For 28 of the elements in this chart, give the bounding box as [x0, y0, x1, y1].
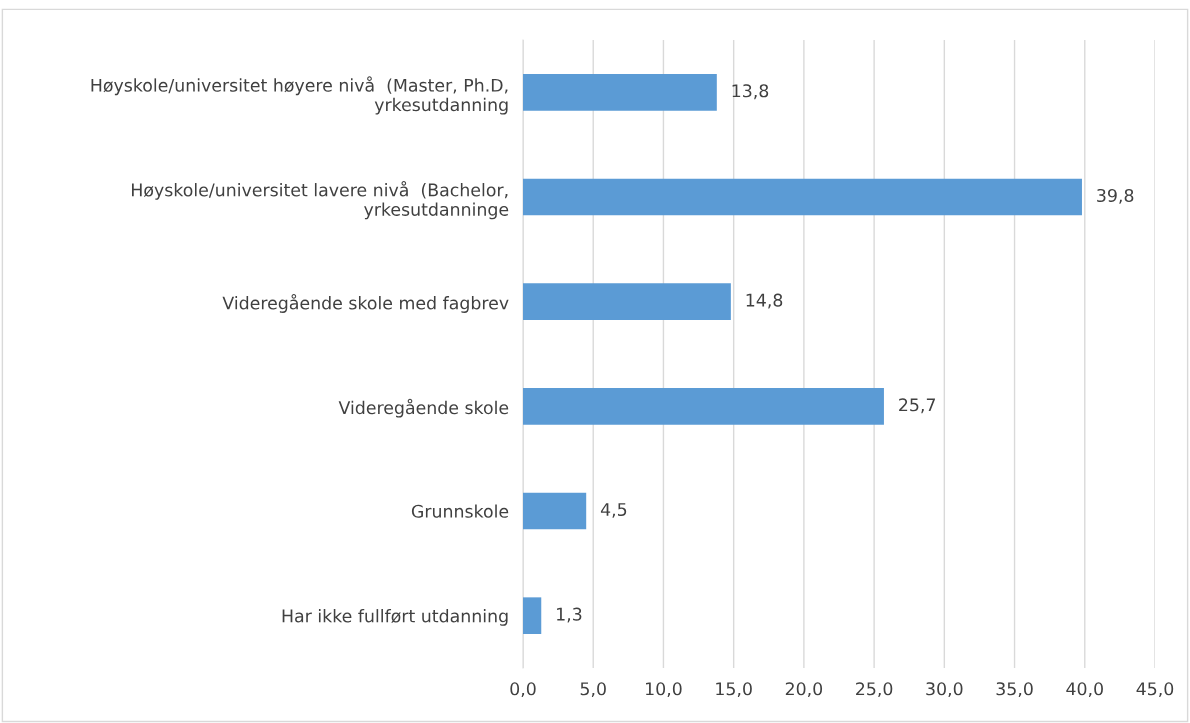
bar — [523, 178, 1082, 216]
y-tick-label: Høyskole/universitet høyere nivå (Master, Ph.D, yrkesutdanning — [91, 76, 508, 115]
y-tick-label: Grunnskole — [411, 504, 509, 518]
x-tick-label: 0,0 — [510, 682, 536, 698]
x-tick-label: 35,0 — [996, 682, 1033, 698]
x-tick-label: 45,0 — [1136, 682, 1174, 698]
bar — [523, 283, 731, 320]
data-label: 14,8 — [746, 293, 783, 309]
y-tick-label: Videregående skole med fagbrev — [222, 294, 509, 313]
x-tick-label: 5,0 — [580, 682, 606, 698]
data-label: 13,8 — [732, 84, 769, 100]
bar — [523, 492, 587, 530]
x-tick-label: 30,0 — [926, 682, 963, 698]
y-tick-label: Har ikke fullført utdanning — [282, 609, 508, 626]
bar — [523, 388, 884, 425]
data-label: 25,7 — [899, 398, 935, 414]
x-tick-label: 10,0 — [646, 682, 682, 698]
y-tick-label: Høyskole/universitet lavere nivå (Bachelor, yrkesutdanninge — [132, 180, 509, 220]
data-label: 4,5 — [600, 503, 627, 518]
x-tick-label: 20,0 — [785, 682, 823, 698]
data-label: 1,3 — [557, 607, 582, 623]
bar — [523, 74, 717, 111]
x-tick-label: 25,0 — [856, 682, 893, 698]
bar — [523, 597, 542, 634]
x-tick-label: 15,0 — [716, 682, 752, 698]
data-label: 39,8 — [1097, 188, 1134, 204]
y-tick-label: Videregående skole — [338, 398, 509, 418]
x-tick-label: 40,0 — [1066, 682, 1103, 698]
